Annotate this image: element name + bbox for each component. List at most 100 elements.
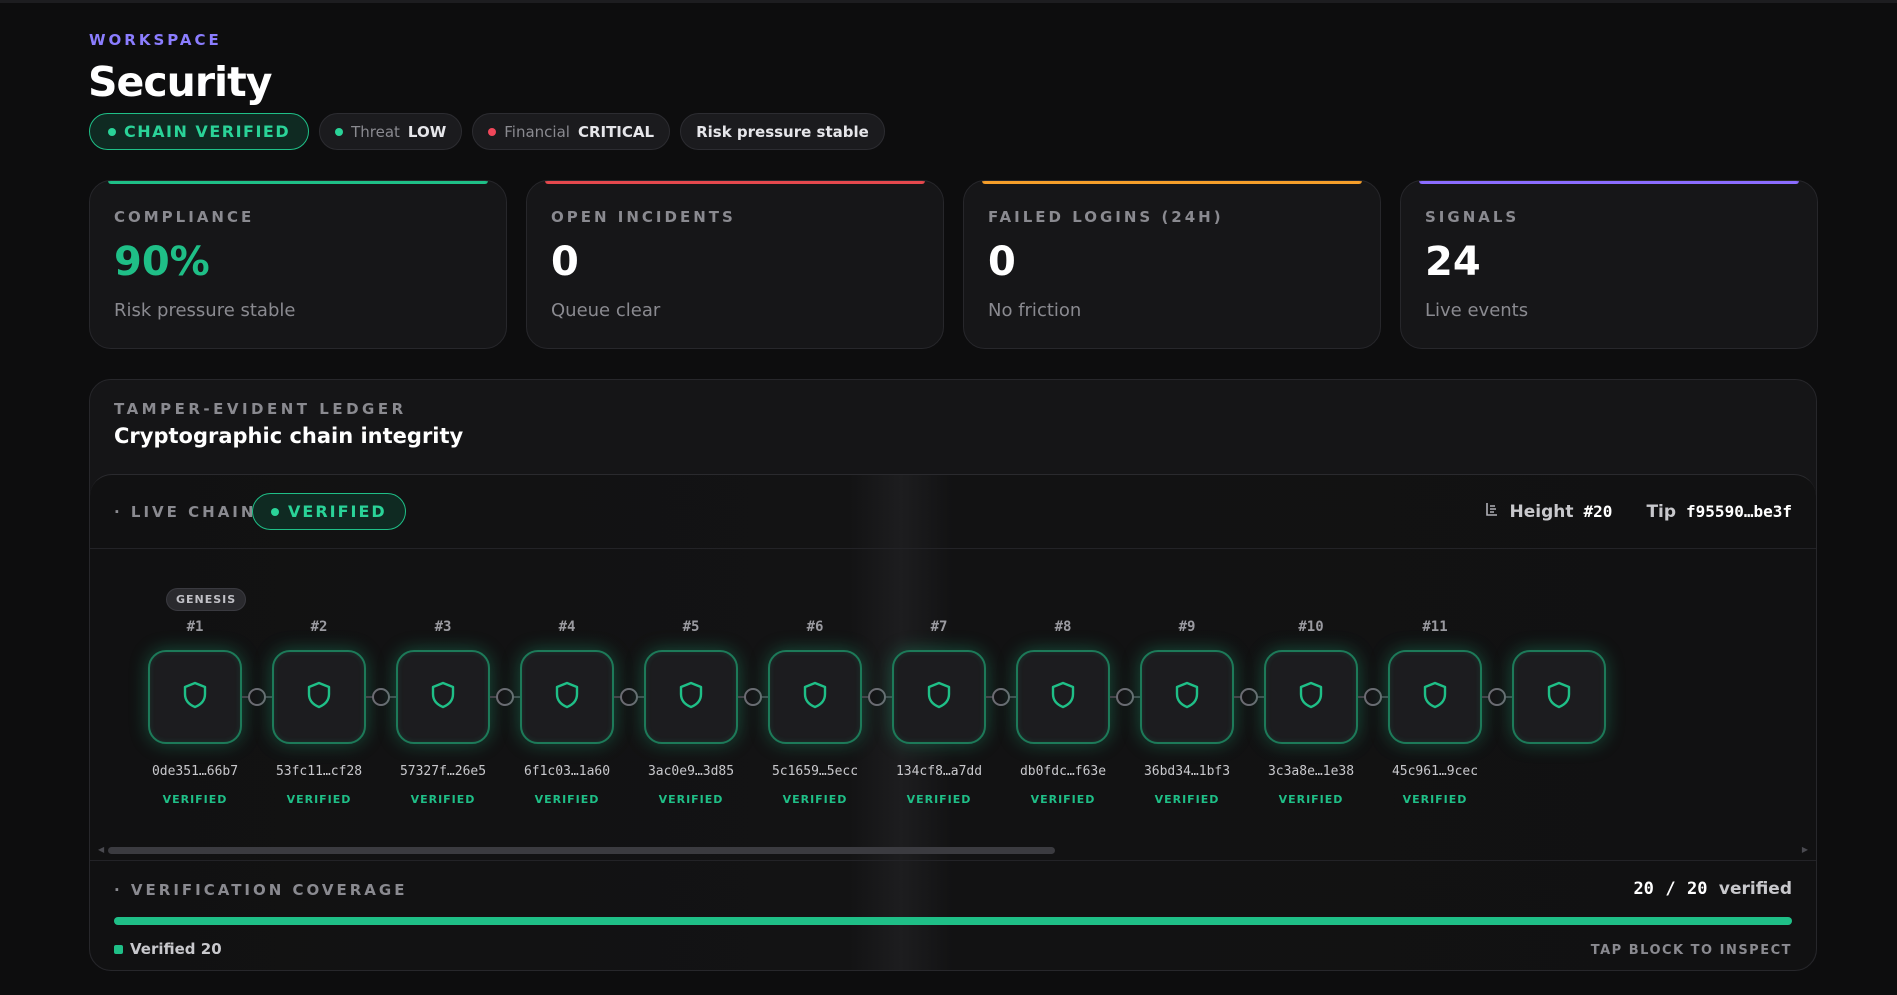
coverage-label-text: VERIFICATION COVERAGE	[130, 881, 408, 899]
block-card[interactable]	[1016, 650, 1110, 744]
coverage-suffix: verified	[1718, 879, 1792, 899]
block-hash: db0fdc…f63e	[1019, 764, 1107, 779]
block-hash: 3ac0e9…3d85	[647, 764, 735, 779]
card-label: FAILED LOGINS (24H)	[988, 208, 1224, 226]
risk-pressure-pill[interactable]: Risk pressure stable	[680, 113, 885, 150]
chain-scrollbar[interactable]: ◀ ▶	[98, 845, 1808, 855]
block-card[interactable]	[892, 650, 986, 744]
block-card[interactable]	[768, 650, 862, 744]
card-value: 24	[1425, 239, 1481, 285]
scrollbar-thumb[interactable]	[108, 847, 1055, 854]
compliance-card[interactable]: COMPLIANCE 90% Risk pressure stable	[89, 180, 507, 349]
coverage-label: · VERIFICATION COVERAGE	[114, 881, 408, 899]
card-accent-bar	[1419, 181, 1799, 184]
shield-icon	[1174, 681, 1200, 713]
block-hash: 5c1659…5ecc	[771, 764, 859, 779]
financial-pill[interactable]: Financial CRITICAL	[472, 113, 671, 150]
height-icon	[1484, 501, 1500, 522]
block-number: #4	[558, 619, 576, 635]
block-hash: 45c961…9cec	[1391, 764, 1479, 779]
open-incidents-card[interactable]: OPEN INCIDENTS 0 Queue clear	[526, 180, 944, 349]
ledger-eyebrow: TAMPER-EVIDENT LEDGER	[114, 400, 407, 418]
coverage-verified: 20	[1633, 879, 1654, 899]
status-dot	[488, 127, 497, 136]
inspect-hint: TAP BLOCK TO INSPECT	[1590, 943, 1792, 958]
block-status: VERIFIED	[1402, 793, 1468, 806]
financial-value: CRITICAL	[577, 122, 655, 141]
live-verified-badge: VERIFIED	[252, 493, 406, 530]
block-card[interactable]	[520, 650, 614, 744]
block-number: #8	[1054, 619, 1072, 635]
failed-logins-card[interactable]: FAILED LOGINS (24H) 0 No friction	[963, 180, 1381, 349]
risk-pressure-label: Risk pressure stable	[696, 122, 869, 141]
block-number: #9	[1178, 619, 1196, 635]
shield-icon	[1546, 681, 1572, 713]
block-card[interactable]	[644, 650, 738, 744]
shield-icon	[1298, 681, 1324, 713]
block-hash: 57327f…26e5	[399, 764, 487, 779]
block-status: VERIFIED	[658, 793, 724, 806]
chain-meta: Height #20 Tip f95590…be3f	[1484, 501, 1792, 522]
scroll-right-icon[interactable]: ▶	[1801, 845, 1808, 854]
shield-icon	[1422, 681, 1448, 713]
genesis-badge: GENESIS	[166, 588, 247, 611]
scroll-left-icon[interactable]: ◀	[98, 845, 105, 854]
block-card[interactable]	[272, 650, 366, 744]
live-chain-panel: · LIVE CHAIN VERIFIED Height #20 Tip f95…	[90, 474, 1816, 970]
chain-track[interactable]: GENESIS #1 0de351…66b7 VERIFIED #2 53fc11…cf…	[90, 475, 1816, 860]
coverage-progress-fill	[114, 917, 1792, 925]
block-hash: 6f1c03…1a60	[523, 764, 611, 779]
block-number: #11	[1422, 619, 1448, 635]
threat-key: Threat	[351, 122, 400, 141]
block-status: VERIFIED	[410, 793, 476, 806]
chain-link-node	[992, 688, 1010, 706]
block-card[interactable]	[1264, 650, 1358, 744]
chain-link-node	[620, 688, 638, 706]
card-value: 0	[551, 239, 579, 285]
live-chain-header: · LIVE CHAIN VERIFIED Height #20 Tip f95…	[90, 475, 1816, 549]
card-subtitle: Live events	[1425, 300, 1529, 321]
block-number: #3	[434, 619, 452, 635]
block-status: VERIFIED	[162, 793, 228, 806]
block-number: #5	[682, 619, 700, 635]
block-number: #1	[186, 619, 204, 635]
chain-link-node	[1488, 688, 1506, 706]
chain-link-node	[1240, 688, 1258, 706]
verification-coverage: · VERIFICATION COVERAGE 20 / 20 verified…	[90, 860, 1816, 970]
chain-link-node	[372, 688, 390, 706]
block-card[interactable]	[1140, 650, 1234, 744]
block-hash: 134cf8…a7dd	[895, 764, 983, 779]
block-status: VERIFIED	[534, 793, 600, 806]
coverage-count: 20 / 20 verified	[1633, 879, 1792, 899]
page-title: Security	[88, 58, 272, 106]
card-value: 0	[988, 239, 1016, 285]
ledger-panel: TAMPER-EVIDENT LEDGER Cryptographic chai…	[89, 379, 1817, 971]
coverage-progress-bar	[114, 917, 1792, 925]
status-dot	[271, 507, 279, 516]
chain-link-node	[1364, 688, 1382, 706]
block-number: #7	[930, 619, 948, 635]
shield-icon	[182, 681, 208, 713]
block-card[interactable]	[1388, 650, 1482, 744]
block-number: #2	[310, 619, 328, 635]
height-label: Height	[1509, 501, 1574, 522]
shield-icon	[430, 681, 456, 713]
financial-key: Financial	[504, 122, 570, 141]
signals-card[interactable]: SIGNALS 24 Live events	[1400, 180, 1818, 349]
threat-pill[interactable]: Threat LOW	[319, 113, 463, 150]
block-card[interactable]	[148, 650, 242, 744]
block-card[interactable]	[1512, 650, 1606, 744]
card-label: SIGNALS	[1425, 208, 1520, 226]
legend-label: Verified 20	[130, 940, 222, 958]
block-hash: 3c3a8e…1e38	[1267, 764, 1355, 779]
threat-value: LOW	[407, 122, 447, 141]
chain-link-node	[744, 688, 762, 706]
workspace-eyebrow: WORKSPACE	[89, 31, 222, 49]
block-number: #6	[806, 619, 824, 635]
chain-verified-label: CHAIN VERIFIED	[124, 122, 291, 141]
card-label: COMPLIANCE	[114, 208, 255, 226]
block-card[interactable]	[396, 650, 490, 744]
chain-verified-pill[interactable]: CHAIN VERIFIED	[89, 113, 310, 150]
card-accent-bar	[545, 181, 925, 184]
block-status: VERIFIED	[286, 793, 352, 806]
